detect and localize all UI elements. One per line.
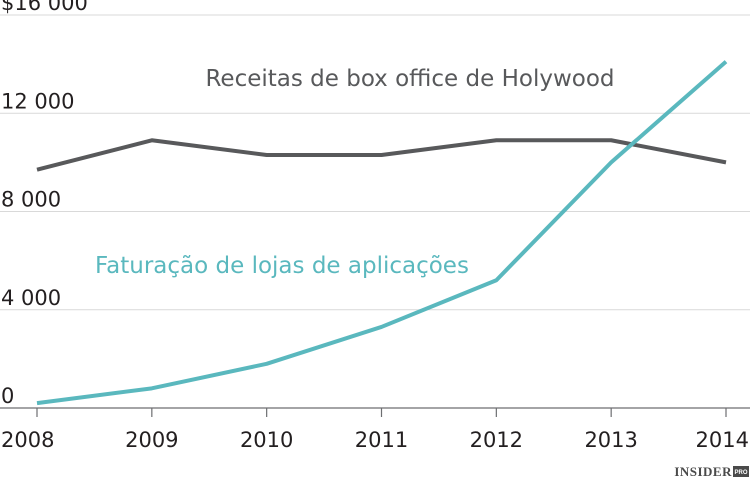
brand-badge	[733, 466, 749, 477]
series-label-box-office: Receitas de box office de Holywood	[205, 66, 614, 92]
brand-suffix: PRO	[734, 470, 747, 476]
x-tick-label: 2013	[584, 428, 637, 452]
x-axis: 2008 2009 2010 2011 2012 2013 2014	[0, 407, 750, 452]
x-tick-label: 2010	[240, 428, 293, 452]
y-tick-label: 12 000	[1, 89, 74, 113]
brand-name: INSIDER	[674, 464, 732, 479]
y-axis-ticks: 0 4 000 8 000 12 000 $16 000	[1, 0, 88, 408]
y-tick-label: 4 000	[1, 286, 61, 310]
series-lines	[36, 60, 728, 406]
series-label-app-stores: Faturação de lojas de aplicações	[95, 253, 469, 279]
x-tick-label: 2008	[1, 428, 54, 452]
x-tick-label: 2011	[355, 428, 408, 452]
x-tick-label: 2012	[470, 428, 523, 452]
y-tick-label: 8 000	[1, 188, 61, 212]
gridlines	[0, 14, 750, 311]
y-tick-label: 0	[1, 384, 14, 408]
brand-logo: INSIDER PRO	[674, 464, 749, 479]
x-tick-label: 2009	[125, 428, 178, 452]
x-tick-label: 2014	[696, 428, 749, 452]
y-tick-label: $16 000	[1, 0, 88, 15]
